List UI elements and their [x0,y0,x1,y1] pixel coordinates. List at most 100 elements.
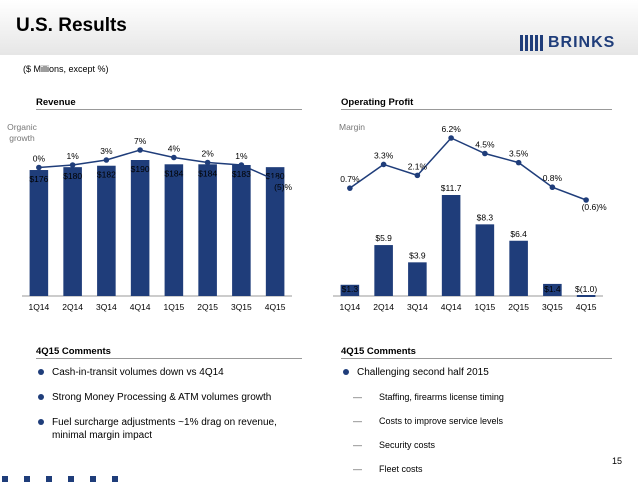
data-label: $11.7 [441,183,462,193]
units-note: ($ Millions, except %) [23,64,109,74]
line-point [137,147,143,153]
line-series [349,137,587,201]
bullet-dot-icon [343,369,349,375]
bar [232,165,251,296]
dash-icon: — [353,416,362,426]
bar [97,165,116,296]
x-tick-label: 4Q15 [265,302,286,312]
line-point [238,162,245,168]
x-tick-label: 4Q14 [441,302,462,312]
line-point [380,161,387,168]
data-label: $180 [63,171,82,181]
dash-icon: — [353,440,362,450]
data-label: $176 [29,174,48,184]
line-point [414,172,421,179]
x-tick-label: 3Q15 [231,302,252,312]
line-point-label: (5)% [274,182,292,192]
line-point [171,154,177,161]
data-label: $183 [232,169,251,179]
line-point-label: 1% [235,151,248,161]
left-comments-heading: 4Q15 Comments [36,346,111,357]
line-point-label: (0.6)% [582,202,607,212]
line-point [515,159,522,166]
x-tick-label: 1Q15 [163,302,184,312]
bar [130,160,150,296]
bullet-dot-icon [38,419,44,425]
left-comments-list: Cash-in-transit volumes down vs 4Q14 Str… [36,366,306,454]
comment-sub-item: — Costs to improve service levels [353,416,504,426]
data-label: $190 [131,164,150,174]
data-label: $184 [198,168,217,178]
line-series-label: growth [9,133,35,143]
x-tick-label: 1Q15 [474,302,495,312]
x-tick-label: 1Q14 [28,302,49,312]
comment-bullet: Fuel surcharge adjustments ~1% drag on r… [36,416,306,442]
data-label: $6.4 [510,229,527,239]
bullet-dot-icon [38,369,44,375]
comment-bullet: Strong Money Processing & ATM volumes gr… [36,391,306,404]
x-tick-label: 2Q15 [197,302,218,312]
bar [63,167,82,296]
bar [408,262,427,296]
line-series-label: Margin [339,122,365,132]
brinks-logo-icon [520,35,543,51]
profit-rule [341,109,612,110]
line-series-label: Organic [7,122,38,132]
dash-icon: — [353,392,362,402]
comment-sub-item: — Fleet costs [353,464,423,474]
page-number: 15 [612,456,623,466]
bullet-dot-icon [38,394,44,400]
bar [576,295,596,297]
data-label: $3.9 [409,250,426,260]
bar [509,240,528,296]
comment-bullet: Challenging second half 2015 [341,366,621,379]
line-point [69,162,76,168]
right-comments-heading: 4Q15 Comments [341,346,416,357]
line-point-label: 2.1% [408,161,428,171]
data-label: $182 [97,170,116,180]
bar [374,245,393,296]
line-point [583,197,589,203]
line-point-label: 2% [201,149,214,159]
right-comments-rule [341,358,612,359]
x-tick-label: 1Q14 [339,302,360,312]
data-label: $5.9 [375,233,392,243]
line-point-label: 0% [33,154,46,164]
data-label: $8.3 [477,212,494,222]
footer-decoration [2,469,134,487]
left-comments-rule [36,358,302,359]
x-tick-label: 3Q14 [407,302,428,312]
data-label: $(1.0) [575,284,597,294]
line-point-label: 3.5% [509,149,529,159]
line-point [36,164,42,171]
line-point [103,157,110,163]
profit-heading: Operating Profit [341,97,414,108]
x-tick-label: 2Q14 [62,302,83,312]
line-point [549,184,556,191]
line-point-label: 1% [66,151,79,161]
line-point [448,135,454,141]
bar [475,224,495,296]
x-tick-label: 4Q15 [576,302,597,312]
line-point [272,177,278,183]
line-point [347,185,353,191]
bar [340,284,360,296]
data-label: $1.4 [544,284,561,294]
x-tick-label: 2Q15 [508,302,529,312]
data-label: $184 [164,168,183,178]
x-tick-label: 2Q14 [373,302,394,312]
data-label: $180 [266,171,285,181]
x-tick-label: 3Q15 [542,302,563,312]
revenue-heading: Revenue [36,97,76,108]
revenue-rule [36,109,302,110]
slide-title: U.S. Results [16,15,127,36]
line-point-label: 3% [100,146,113,156]
line-point-label: 0.7% [340,174,360,184]
x-tick-label: 4Q14 [130,302,151,312]
bar [265,167,285,296]
line-point-label: 6.2% [441,124,461,134]
dash-icon: — [353,464,362,474]
comment-sub-item: — Security costs [353,440,436,450]
brand-wordmark: BRINKS [548,34,616,51]
comment-sub-item: — Staffing, firearms license timing [353,392,504,402]
